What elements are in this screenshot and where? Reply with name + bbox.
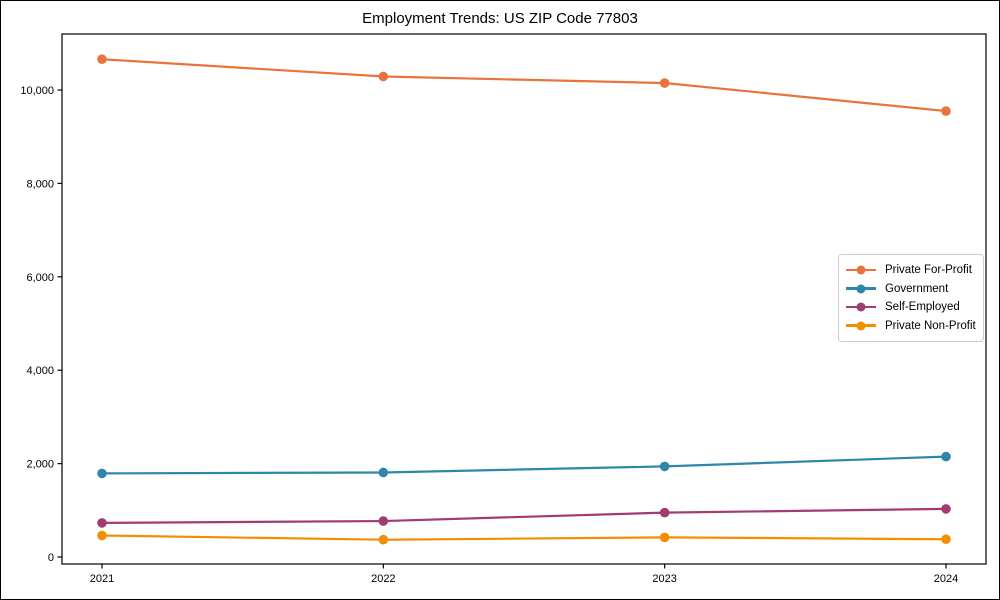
x-tick-label: 2021 bbox=[90, 573, 114, 585]
x-tick-label: 2023 bbox=[652, 573, 676, 585]
data-point bbox=[97, 54, 107, 65]
data-point bbox=[659, 507, 670, 518]
y-tick-label: 0 bbox=[48, 552, 54, 564]
axes-frame bbox=[61, 33, 987, 565]
data-point bbox=[659, 461, 670, 472]
data-point bbox=[941, 451, 951, 462]
data-point bbox=[659, 78, 670, 88]
data-point bbox=[97, 518, 107, 528]
x-tick-label: 2024 bbox=[934, 573, 958, 585]
legend-marker-icon bbox=[846, 320, 876, 331]
legend-marker-icon bbox=[846, 283, 876, 294]
data-point bbox=[941, 534, 951, 545]
data-point bbox=[378, 467, 389, 478]
legend: Private For-Profit Government Self-Employe… bbox=[838, 254, 984, 342]
legend-item-label: Self-Employed bbox=[885, 301, 960, 314]
series-line-3 bbox=[101, 534, 947, 541]
chart-title: Employment Trends: US ZIP Code 77803 bbox=[362, 10, 638, 27]
data-point bbox=[659, 532, 670, 543]
data-point bbox=[378, 71, 389, 82]
y-tick-label: 10,000 bbox=[20, 85, 54, 97]
series-line-0 bbox=[101, 58, 947, 113]
legend-item-2: Self-Employed bbox=[846, 301, 976, 313]
y-tick-label: 8,000 bbox=[26, 178, 54, 190]
y-tick-label: 4,000 bbox=[26, 365, 54, 377]
series-line-2 bbox=[101, 507, 947, 525]
legend-item-label: Private Non-Profit bbox=[885, 319, 976, 332]
data-point bbox=[941, 504, 951, 514]
legend-item-1: Government bbox=[846, 283, 976, 295]
legend-marker-icon bbox=[846, 302, 876, 313]
legend-item-3: Private Non-Profit bbox=[846, 320, 976, 332]
data-point bbox=[941, 106, 951, 116]
legend-item-label: Government bbox=[885, 282, 949, 295]
series-line-1 bbox=[101, 455, 947, 475]
data-point bbox=[97, 468, 107, 479]
x-tick-label: 2022 bbox=[371, 573, 395, 585]
y-tick-label: 6,000 bbox=[26, 272, 54, 284]
y-tick-label: 2,000 bbox=[26, 459, 54, 471]
legend-marker-icon bbox=[846, 265, 876, 276]
legend-item-label: Private For-Profit bbox=[885, 264, 972, 277]
data-point bbox=[378, 516, 389, 526]
data-point bbox=[97, 530, 107, 541]
data-point bbox=[378, 534, 389, 545]
legend-item-0: Private For-Profit bbox=[846, 264, 976, 276]
